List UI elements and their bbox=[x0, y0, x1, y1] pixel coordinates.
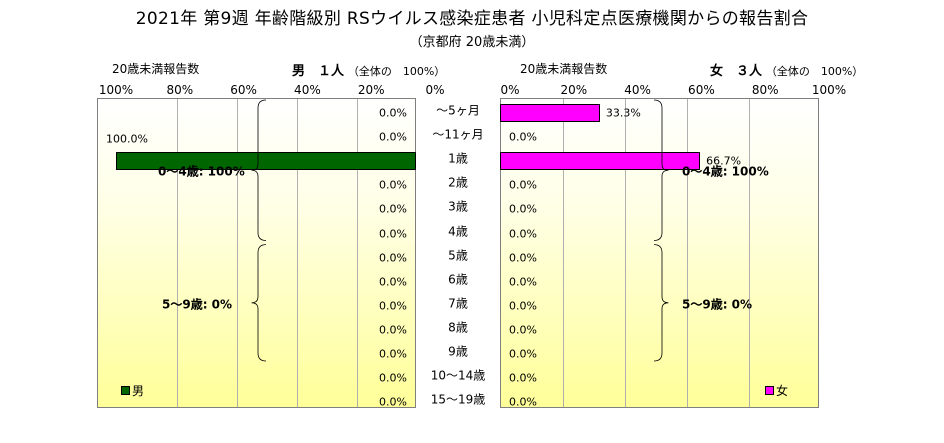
female-tick-label: 20% bbox=[560, 83, 588, 97]
category-label: 2歳 bbox=[448, 175, 468, 190]
male-tick-label: 20% bbox=[357, 83, 385, 97]
chart-subtitle: （京都府 20歳未満） bbox=[409, 35, 535, 50]
female-value-label: 0.0% bbox=[509, 130, 537, 144]
female-gridline bbox=[563, 99, 564, 407]
male-value-label: 0.0% bbox=[379, 178, 407, 192]
male-gridline bbox=[357, 99, 358, 407]
category-label: 6歳 bbox=[448, 272, 468, 287]
category-label: 15～19歳 bbox=[430, 392, 486, 407]
category-label: 5歳 bbox=[448, 248, 468, 263]
male-tick-label: 80% bbox=[166, 83, 194, 97]
female-value-label: 0.0% bbox=[509, 275, 537, 289]
male-gridline bbox=[177, 99, 178, 407]
female-value-label: 0.0% bbox=[509, 347, 537, 361]
male-value-label: 0.0% bbox=[379, 275, 407, 289]
female-count-label: 20歳未満報告数 bbox=[520, 62, 608, 76]
male-total-suffix: （全体の 100%） bbox=[347, 65, 446, 78]
female-gridline bbox=[749, 99, 750, 407]
female-value-label: 0.0% bbox=[509, 371, 537, 385]
male-group-label: 0～4歳: 100% bbox=[158, 164, 245, 179]
male-value-label: 0.0% bbox=[379, 251, 407, 265]
female-bar bbox=[500, 104, 600, 122]
category-label: 7歳 bbox=[448, 296, 468, 311]
male-count-label: 20歳未満報告数 bbox=[112, 62, 200, 76]
female-tick-label: 60% bbox=[688, 83, 715, 97]
chart-title: 2021年 第9週 年齢階級別 RSウイルス感染症患者 小児科定点医療機関からの… bbox=[135, 9, 809, 29]
female-plot-area bbox=[500, 98, 819, 408]
female-value-label: 0.0% bbox=[509, 251, 537, 265]
female-value-label: 0.0% bbox=[509, 178, 537, 192]
female-tick-label: 40% bbox=[624, 83, 651, 97]
category-label: 4歳 bbox=[448, 224, 468, 238]
category-label: 9歳 bbox=[448, 344, 468, 359]
female-value-label: 0.0% bbox=[509, 227, 537, 240]
female-tick-label: 80% bbox=[751, 83, 779, 97]
female-tick-label: 0% bbox=[500, 83, 520, 97]
male-value-label: 100.0% bbox=[106, 132, 148, 146]
male-value-label: 0.0% bbox=[379, 227, 407, 240]
male-legend-swatch bbox=[121, 386, 130, 395]
female-sex-count: 女 ３人 bbox=[710, 64, 763, 79]
male-value-label: 0.0% bbox=[379, 202, 407, 216]
male-legend-label: 男 bbox=[132, 384, 145, 398]
female-gridline bbox=[687, 99, 688, 407]
female-value-label: 0.0% bbox=[509, 202, 537, 216]
female-tick-label: 100% bbox=[811, 83, 847, 97]
male-value-label: 0.0% bbox=[379, 395, 407, 409]
male-value-label: 0.0% bbox=[379, 299, 407, 313]
female-value-label: 66.7% bbox=[706, 154, 742, 168]
male-gridline bbox=[237, 99, 238, 407]
male-value-label: 0.0% bbox=[379, 323, 407, 337]
male-gridline bbox=[297, 99, 298, 407]
female-value-label: 33.3% bbox=[605, 106, 641, 120]
male-tick-label: 100% bbox=[98, 83, 134, 97]
male-value-label: 0.0% bbox=[379, 106, 407, 120]
female-header: 女 ３人 （全体の 100%） bbox=[710, 60, 863, 79]
male-legend: 男 bbox=[121, 382, 144, 399]
female-value-label: 0.0% bbox=[509, 299, 537, 313]
female-legend-label: 女 bbox=[776, 384, 789, 398]
female-gridline bbox=[625, 99, 626, 407]
category-label: 8歳 bbox=[448, 320, 468, 335]
male-tick-label: 0% bbox=[425, 83, 445, 97]
male-tick-label: 40% bbox=[294, 83, 321, 97]
female-total-suffix: （全体の 100%） bbox=[765, 65, 864, 78]
female-value-label: 0.0% bbox=[509, 323, 537, 337]
female-bar bbox=[500, 152, 701, 171]
category-label: 1歳 bbox=[448, 151, 468, 166]
male-group-label: 5～9歳: 0% bbox=[162, 297, 233, 312]
female-value-label: 0.0% bbox=[509, 395, 537, 409]
female-legend: 女 bbox=[765, 382, 788, 399]
female-group-label: 0～4歳: 100% bbox=[682, 164, 769, 179]
female-legend-swatch bbox=[765, 386, 774, 395]
category-label: ～5ヶ月 bbox=[436, 103, 480, 118]
female-group-label: 5～9歳: 0% bbox=[682, 297, 753, 312]
category-label: 10～14歳 bbox=[430, 368, 486, 383]
category-label: 3歳 bbox=[448, 199, 468, 214]
male-header: 男 １人 （全体の 100%） bbox=[292, 60, 445, 79]
male-tick-label: 60% bbox=[230, 83, 257, 97]
male-value-label: 0.0% bbox=[379, 347, 407, 361]
male-value-label: 0.0% bbox=[379, 130, 407, 144]
male-sex-count: 男 １人 bbox=[292, 64, 345, 79]
male-value-label: 0.0% bbox=[379, 371, 407, 385]
category-label: ～11ヶ月 bbox=[432, 127, 484, 142]
